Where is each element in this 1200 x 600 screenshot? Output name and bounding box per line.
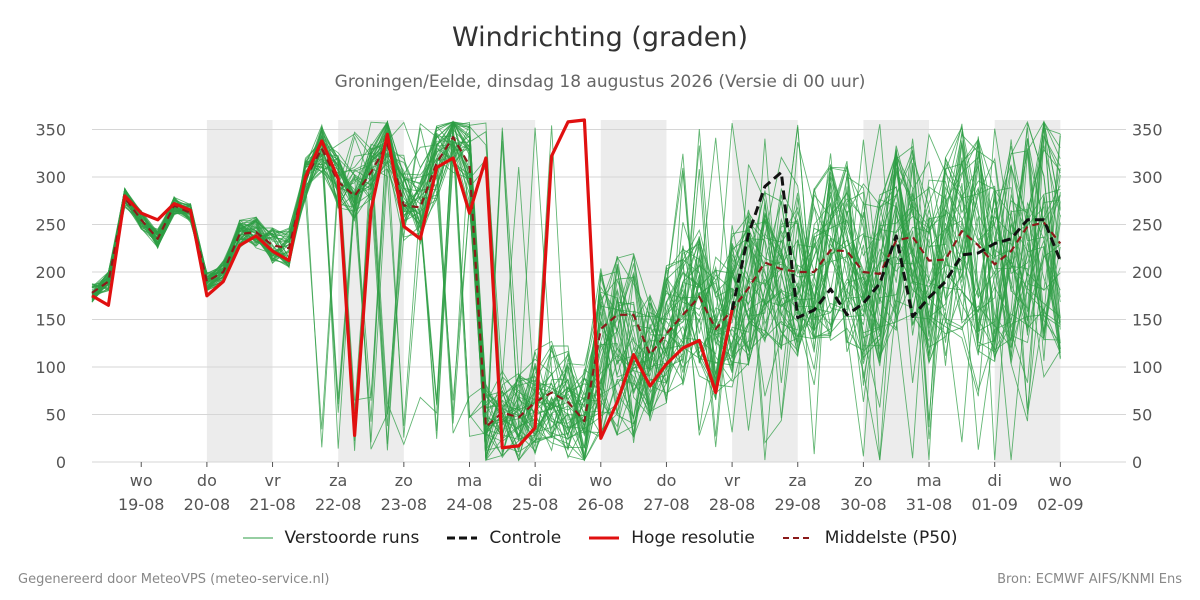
legend-swatch-hires xyxy=(589,536,620,540)
legend-label-perturbed: Verstoorde runs xyxy=(284,528,420,548)
perturbed-run-line xyxy=(91,120,1061,448)
legend-swatch-control xyxy=(447,536,478,540)
x-tick-day: zo xyxy=(395,471,413,490)
x-tick-day: di xyxy=(528,471,543,490)
y-tick-label-right: 50 xyxy=(1132,406,1152,425)
x-tick-day: ma xyxy=(916,471,941,490)
hires-line xyxy=(91,118,734,450)
x-tick-date: 02-09 xyxy=(1037,495,1084,514)
x-tick-date: 22-08 xyxy=(315,495,362,514)
x-tick-date: 31-08 xyxy=(906,495,953,514)
y-tick-label-right: 0 xyxy=(1132,453,1142,472)
x-tick-date: 01-09 xyxy=(971,495,1018,514)
x-tick-day: di xyxy=(987,471,1002,490)
legend-label-median: Middelste (P50) xyxy=(824,528,958,548)
legend-swatch-median xyxy=(782,537,813,539)
x-tick-day: wo xyxy=(589,471,612,490)
x-tick-date: 23-08 xyxy=(381,495,428,514)
y-tick-label-left: 350 xyxy=(35,121,66,140)
legend-item-hires: Hoge resolutie xyxy=(589,528,755,548)
x-tick-date: 19-08 xyxy=(118,495,165,514)
footer-source: Bron: ECMWF AIFS/KNMI Ens xyxy=(997,572,1182,587)
x-tick-day: za xyxy=(329,471,347,490)
chart-title: Windrichting (graden) xyxy=(451,22,749,53)
y-tick-label-left: 250 xyxy=(35,216,66,235)
x-tick-date: 20-08 xyxy=(184,495,231,514)
perturbed-run-line xyxy=(91,122,1061,456)
legend-item-control: Controle xyxy=(447,528,561,548)
legend-label-hires: Hoge resolutie xyxy=(631,528,755,548)
y-tick-label-right: 150 xyxy=(1132,311,1163,330)
perturbed-run-line xyxy=(91,123,1061,461)
x-tick-day: za xyxy=(789,471,807,490)
x-tick-date: 27-08 xyxy=(643,495,690,514)
x-tick-date: 26-08 xyxy=(578,495,625,514)
y-tick-label-left: 50 xyxy=(46,406,66,425)
y-tick-label-left: 150 xyxy=(35,311,66,330)
perturbed-run-line xyxy=(91,127,1061,459)
x-tick-date: 21-08 xyxy=(249,495,296,514)
perturbed-run-line xyxy=(91,133,1061,462)
perturbed-run-line xyxy=(91,120,1061,453)
x-tick-day: zo xyxy=(854,471,872,490)
y-tick-label-right: 250 xyxy=(1132,216,1163,235)
control-line xyxy=(730,170,1062,320)
x-tick-date: 28-08 xyxy=(709,495,756,514)
y-tick-label-left: 300 xyxy=(35,168,66,187)
legend-item-perturbed: Verstoorde runs xyxy=(242,528,420,548)
y-tick-label-right: 100 xyxy=(1132,358,1163,377)
x-tick-day: wo xyxy=(1049,471,1072,490)
legend-label-control: Controle xyxy=(489,528,562,548)
median-line xyxy=(91,136,1062,428)
y-tick-label-right: 300 xyxy=(1132,168,1163,187)
y-tick-label-right: 350 xyxy=(1132,121,1163,140)
x-tick-day: ma xyxy=(457,471,482,490)
legend-swatch-perturbed xyxy=(242,537,273,539)
x-tick-day: vr xyxy=(265,471,281,490)
x-tick-date: 24-08 xyxy=(446,495,493,514)
x-tick-date: 30-08 xyxy=(840,495,887,514)
x-tick-day: vr xyxy=(724,471,740,490)
legend-item-median: Middelste (P50) xyxy=(782,528,958,548)
perturbed-run-line xyxy=(91,123,1061,457)
perturbed-run-line xyxy=(91,135,1061,458)
y-tick-label-right: 200 xyxy=(1132,263,1163,282)
perturbed-run-line xyxy=(91,135,1061,461)
day-band xyxy=(206,120,273,462)
y-tick-label-left: 0 xyxy=(56,453,66,472)
y-tick-label-left: 200 xyxy=(35,263,66,282)
x-tick-date: 25-08 xyxy=(512,495,559,514)
x-tick-date: 29-08 xyxy=(774,495,821,514)
chart-subtitle: Groningen/Eelde, dinsdag 18 augustus 202… xyxy=(334,72,866,92)
x-tick-day: wo xyxy=(130,471,153,490)
perturbed-run-line xyxy=(91,121,1061,461)
y-tick-label-left: 100 xyxy=(35,358,66,377)
legend: Verstoorde runs Controle Hoge resolutie … xyxy=(0,528,1200,548)
x-tick-day: do xyxy=(656,471,676,490)
footer-generated-by: Gegenereerd door MeteoVPS (meteo-service… xyxy=(18,572,330,587)
x-tick-day: do xyxy=(197,471,217,490)
perturbed-run-line xyxy=(91,122,1061,461)
